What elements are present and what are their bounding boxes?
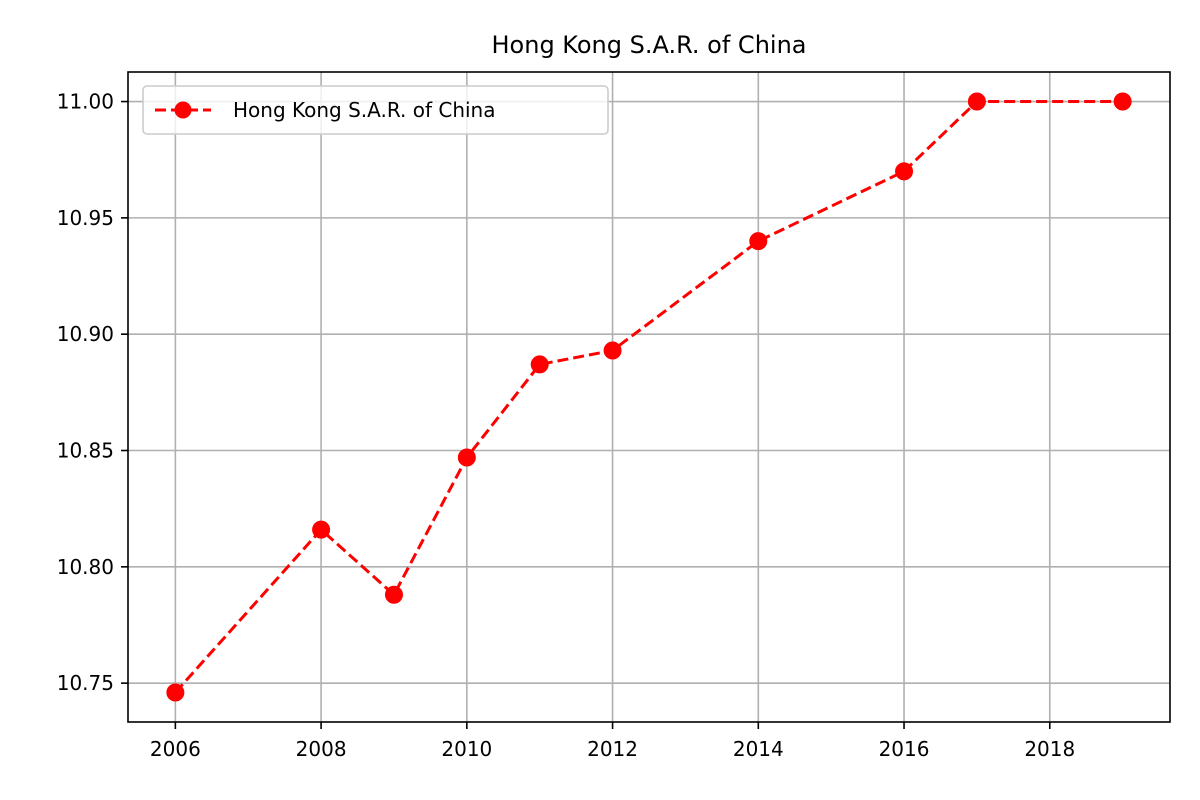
x-tick-label: 2016 [879,737,930,761]
x-tick-label: 2012 [587,737,638,761]
tick-labels: 2006 2008 2010 2012 2014 2016 2018 10.75 10.80 10… [57,90,1075,761]
data-point [967,92,986,111]
y-tick-label: 10.80 [57,555,114,579]
x-tick-label: 2006 [150,737,201,761]
grid-lines [128,72,1170,722]
y-tick-label: 11.00 [57,90,114,114]
data-point [312,520,331,539]
data-point [603,341,622,360]
plot-frame [121,71,1171,729]
data-point [530,355,549,374]
series-line-layer [174,100,1123,694]
y-tick-label: 10.95 [57,206,114,230]
x-tick-label: 2014 [733,737,784,761]
data-point [166,683,185,702]
data-point [457,448,476,467]
y-tick-label: 10.85 [57,439,114,463]
x-tick-label: 2010 [441,737,492,761]
data-point [895,162,914,181]
plot-border [127,71,1171,723]
x-tick-label: 2018 [1024,737,1075,761]
data-point [1113,92,1132,111]
legend-box [142,85,609,135]
series-markers [166,92,1132,702]
data-point [749,232,768,251]
y-tick-label: 10.75 [57,671,114,695]
legend-label: Hong Kong S.A.R. of China [233,98,496,122]
y-tick-label: 10.90 [57,322,114,346]
chart-title: Hong Kong S.A.R. of China [492,31,807,59]
legend-marker-swatch [174,101,192,119]
series-line [174,100,1123,694]
x-tick-label: 2008 [296,737,347,761]
legend: Hong Kong S.A.R. of China [142,85,609,135]
data-point [384,585,403,604]
